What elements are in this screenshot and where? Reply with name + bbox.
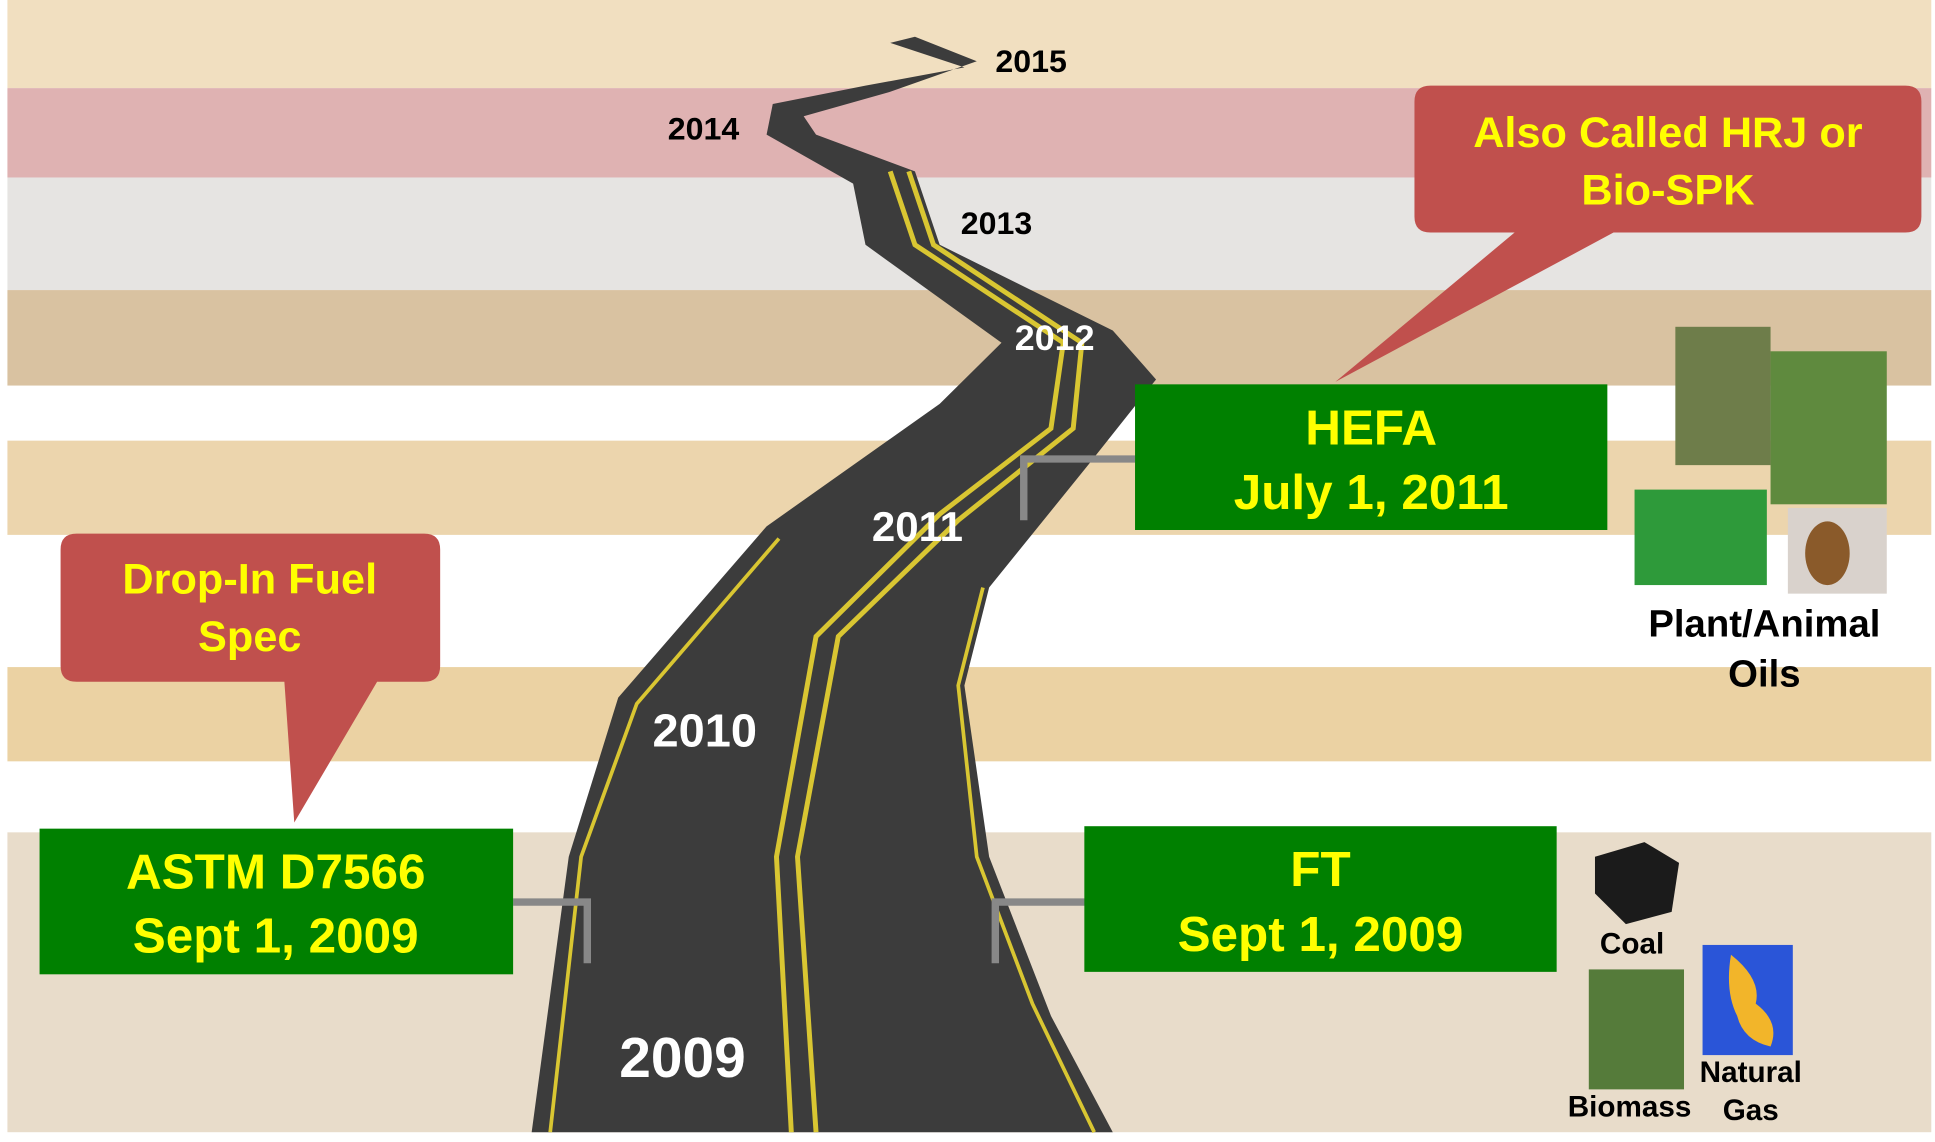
year-label: 2011 (872, 503, 963, 550)
page: {"years": ["2009", "2010", "2011", "2012… (0, 0, 1935, 1142)
feedstock-label: Biomass (1568, 1090, 1692, 1123)
milestone-date: Sept 1, 2009 (1178, 907, 1464, 962)
feedstock-label: Gas (1723, 1094, 1779, 1127)
year-label: 2010 (653, 705, 757, 757)
image-algae (1635, 490, 1767, 585)
callout-line: Bio-SPK (1581, 167, 1754, 215)
feedstock-label: Oils (1728, 653, 1800, 696)
year-label: 2009 (619, 1026, 746, 1089)
year-label: 2014 (668, 111, 740, 147)
image-biomass (1589, 969, 1684, 1089)
stripe (7, 0, 1931, 88)
callout-line: Drop-In Fuel (122, 556, 377, 604)
feedstock-label: Plant/Animal (1648, 603, 1880, 646)
callout-line: Spec (198, 613, 301, 661)
image-plant (1771, 351, 1887, 504)
year-label: 2015 (995, 43, 1066, 79)
year-label: 2013 (961, 205, 1032, 241)
milestone-title: FT (1290, 842, 1350, 897)
feedstock-label: Natural (1700, 1056, 1802, 1089)
callout-line: Also Called HRJ or (1473, 109, 1863, 157)
milestone-date: July 1, 2011 (1234, 465, 1509, 520)
feedstock-label: Coal (1600, 928, 1664, 961)
image-palm (1675, 327, 1770, 465)
milestone-date: Sept 1, 2009 (133, 909, 419, 964)
milestone-title: HEFA (1305, 401, 1437, 456)
year-label: 2012 (1015, 318, 1095, 358)
slide: 2009 2010 2011 2012 2013 2014 2015 ASTM … (0, 0, 1935, 1142)
milestone-title: ASTM D7566 (126, 845, 425, 900)
seed (1805, 521, 1850, 585)
